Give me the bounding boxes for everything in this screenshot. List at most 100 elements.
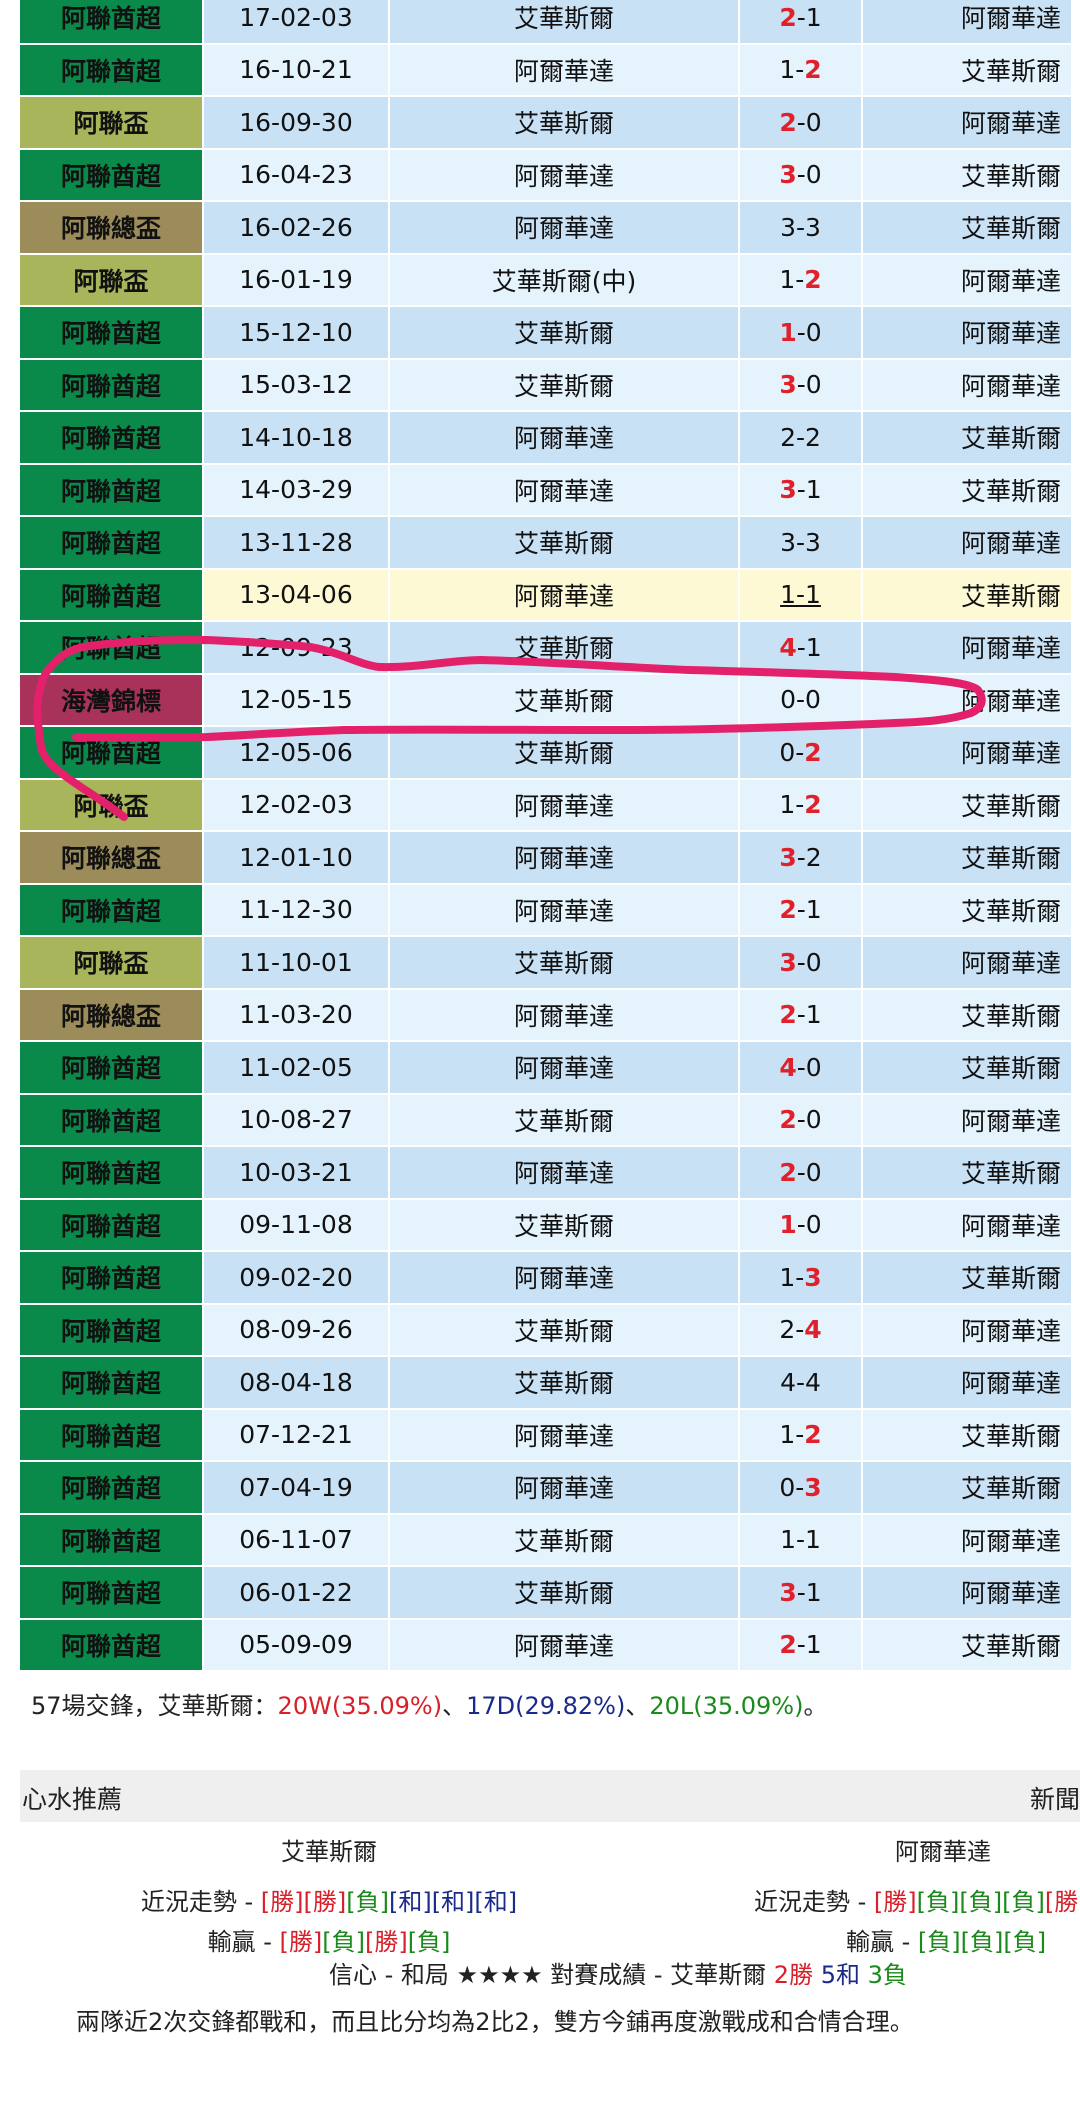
match-score[interactable]: 1-1 [740, 1514, 861, 1565]
match-score[interactable]: 0-3 [740, 1462, 861, 1513]
table-row[interactable]: 阿聯酋超 16-04-23 阿爾華達 3-0 艾華斯爾 [20, 149, 1071, 200]
score-value[interactable]: 2-1 [779, 1000, 821, 1029]
match-score[interactable]: 3-1 [740, 464, 861, 515]
table-row[interactable]: 阿聯酋超 11-12-30 阿爾華達 2-1 艾華斯爾 [20, 884, 1071, 935]
match-score[interactable]: 2-1 [740, 884, 861, 935]
score-value[interactable]: 2-0 [779, 1158, 821, 1187]
match-score[interactable]: 3-0 [740, 149, 861, 200]
score-value[interactable]: 1-1 [780, 580, 821, 609]
match-score[interactable]: 1-1 [740, 569, 861, 620]
table-row[interactable]: 阿聯酋超 10-08-27 艾華斯爾 2-0 阿爾華達 [20, 1094, 1071, 1145]
table-row[interactable]: 阿聯酋超 15-03-12 艾華斯爾 3-0 阿爾華達 [20, 359, 1071, 410]
score-value[interactable]: 2-1 [779, 895, 821, 924]
score-separator: - [796, 370, 806, 400]
match-score[interactable]: 2-0 [740, 97, 861, 148]
table-row[interactable]: 阿聯盃 12-02-03 阿爾華達 1-2 艾華斯爾 [20, 779, 1071, 830]
match-score[interactable]: 1-0 [740, 1199, 861, 1250]
match-score[interactable]: 1-2 [740, 254, 861, 305]
table-row[interactable]: 阿聯酋超 08-09-26 艾華斯爾 2-4 阿爾華達 [20, 1304, 1071, 1355]
score-value[interactable]: 2-1 [779, 1630, 821, 1659]
table-row[interactable]: 阿聯酋超 12-09-23 艾華斯爾 4-1 阿爾華達 [20, 622, 1071, 673]
table-row[interactable]: 阿聯酋超 11-02-05 阿爾華達 4-0 艾華斯爾 [20, 1042, 1071, 1093]
match-score[interactable]: 1-0 [740, 307, 861, 358]
table-row[interactable]: 阿聯酋超 17-02-03 艾華斯爾 2-1 阿爾華達 [20, 0, 1071, 43]
match-score[interactable]: 0-0 [740, 674, 861, 725]
table-row[interactable]: 阿聯總盃 12-01-10 阿爾華達 3-2 艾華斯爾 [20, 832, 1071, 883]
match-score[interactable]: 2-0 [740, 1094, 861, 1145]
match-score[interactable]: 4-4 [740, 1357, 861, 1408]
table-row[interactable]: 阿聯總盃 16-02-26 阿爾華達 3-3 艾華斯爾 [20, 202, 1071, 253]
score-value[interactable]: 1-0 [779, 1210, 821, 1239]
table-row[interactable]: 阿聯酋超 09-11-08 艾華斯爾 1-0 阿爾華達 [20, 1199, 1071, 1250]
score-value[interactable]: 2-1 [779, 3, 821, 32]
score-value[interactable]: 3-0 [779, 160, 821, 189]
match-score[interactable]: 3-3 [740, 202, 861, 253]
table-row[interactable]: 阿聯酋超 14-03-29 阿爾華達 3-1 艾華斯爾 [20, 464, 1071, 515]
match-score[interactable]: 0-2 [740, 727, 861, 778]
table-row[interactable]: 海灣錦標 12-05-15 艾華斯爾 0-0 阿爾華達 [20, 674, 1071, 725]
table-row[interactable]: 阿聯酋超 15-12-10 艾華斯爾 1-0 阿爾華達 [20, 307, 1071, 358]
match-score[interactable]: 1-2 [740, 1409, 861, 1460]
match-score[interactable]: 1-2 [740, 44, 861, 95]
score-value[interactable]: 2-0 [779, 108, 821, 137]
score-value[interactable]: 1-2 [779, 55, 821, 84]
table-row[interactable]: 阿聯盃 11-10-01 艾華斯爾 3-0 阿爾華達 [20, 937, 1071, 988]
score-value[interactable]: 3-3 [780, 528, 821, 557]
match-score[interactable]: 2-1 [740, 989, 861, 1040]
score-value[interactable]: 1-3 [779, 1263, 821, 1292]
table-row[interactable]: 阿聯盃 16-09-30 艾華斯爾 2-0 阿爾華達 [20, 97, 1071, 148]
match-score[interactable]: 2-1 [740, 0, 861, 43]
score-value[interactable]: 2-2 [780, 423, 821, 452]
match-score[interactable]: 4-1 [740, 622, 861, 673]
table-row[interactable]: 阿聯酋超 13-04-06 阿爾華達 1-1 艾華斯爾 [20, 569, 1071, 620]
score-separator: - [796, 1157, 806, 1187]
table-row[interactable]: 阿聯酋超 13-11-28 艾華斯爾 3-3 阿爾華達 [20, 517, 1071, 568]
score-value[interactable]: 1-0 [779, 318, 821, 347]
score-value[interactable]: 4-4 [780, 1368, 821, 1397]
table-row[interactable]: 阿聯酋超 07-12-21 阿爾華達 1-2 艾華斯爾 [20, 1409, 1071, 1460]
score-value[interactable]: 0-0 [780, 685, 821, 714]
score-value[interactable]: 1-1 [780, 1525, 821, 1554]
match-score[interactable]: 3-0 [740, 937, 861, 988]
table-row[interactable]: 阿聯酋超 14-10-18 阿爾華達 2-2 艾華斯爾 [20, 412, 1071, 463]
match-score[interactable]: 1-2 [740, 779, 861, 830]
table-row[interactable]: 阿聯酋超 10-03-21 阿爾華達 2-0 艾華斯爾 [20, 1147, 1071, 1198]
score-value[interactable]: 3-1 [779, 475, 821, 504]
table-row[interactable]: 阿聯酋超 12-05-06 艾華斯爾 0-2 阿爾華達 [20, 727, 1071, 778]
match-score[interactable]: 3-1 [740, 1567, 861, 1618]
score-value[interactable]: 1-2 [779, 265, 821, 294]
match-score[interactable]: 2-4 [740, 1304, 861, 1355]
score-separator: - [795, 422, 806, 452]
score-value[interactable]: 3-1 [779, 1578, 821, 1607]
score-value[interactable]: 1-2 [779, 1420, 821, 1449]
score-value[interactable]: 3-2 [779, 843, 821, 872]
match-score[interactable]: 2-0 [740, 1147, 861, 1198]
table-row[interactable]: 阿聯酋超 05-09-09 阿爾華達 2-1 艾華斯爾 [20, 1619, 1071, 1670]
match-score[interactable]: 3-2 [740, 832, 861, 883]
match-score[interactable]: 1-3 [740, 1252, 861, 1303]
score-value[interactable]: 1-2 [779, 790, 821, 819]
score-value[interactable]: 2-0 [779, 1105, 821, 1134]
score-value[interactable]: 3-0 [779, 370, 821, 399]
score-value[interactable]: 4-1 [779, 633, 821, 662]
table-row[interactable]: 阿聯酋超 08-04-18 艾華斯爾 4-4 阿爾華達 [20, 1357, 1071, 1408]
score-value[interactable]: 0-2 [779, 738, 821, 767]
match-score[interactable]: 3-0 [740, 359, 861, 410]
table-row[interactable]: 阿聯酋超 07-04-19 阿爾華達 0-3 艾華斯爾 [20, 1462, 1071, 1513]
match-score[interactable]: 2-1 [740, 1619, 861, 1670]
table-row[interactable]: 阿聯酋超 06-01-22 艾華斯爾 3-1 阿爾華達 [20, 1567, 1071, 1618]
table-row[interactable]: 阿聯總盃 11-03-20 阿爾華達 2-1 艾華斯爾 [20, 989, 1071, 1040]
score-value[interactable]: 2-4 [779, 1315, 821, 1344]
score-value[interactable]: 3-3 [780, 213, 821, 242]
match-score[interactable]: 3-3 [740, 517, 861, 568]
match-score[interactable]: 2-2 [740, 412, 861, 463]
news-tab[interactable]: 新聞 [1029, 1785, 1080, 1814]
score-value[interactable]: 0-3 [779, 1473, 821, 1502]
table-row[interactable]: 阿聯酋超 09-02-20 阿爾華達 1-3 艾華斯爾 [20, 1252, 1071, 1303]
table-row[interactable]: 阿聯酋超 16-10-21 阿爾華達 1-2 艾華斯爾 [20, 44, 1071, 95]
score-value[interactable]: 3-0 [779, 948, 821, 977]
score-value[interactable]: 4-0 [779, 1053, 821, 1082]
match-score[interactable]: 4-0 [740, 1042, 861, 1093]
table-row[interactable]: 阿聯盃 16-01-19 艾華斯爾(中) 1-2 阿爾華達 [20, 254, 1071, 305]
table-row[interactable]: 阿聯酋超 06-11-07 艾華斯爾 1-1 阿爾華達 [20, 1514, 1071, 1565]
